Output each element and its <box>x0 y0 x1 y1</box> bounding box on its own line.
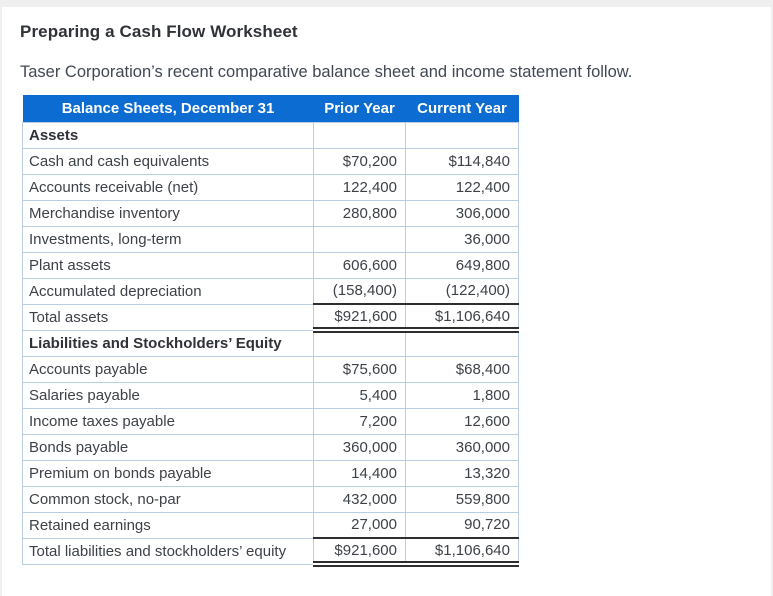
current-year-value <box>405 121 519 149</box>
row-label: Total assets <box>22 303 314 331</box>
table-row: Salaries payable 5,400 1,800 <box>22 381 519 409</box>
row-label: Accumulated depreciation <box>22 277 314 305</box>
page-edge-left <box>0 0 2 596</box>
row-label: Cash and cash equivalents <box>22 147 314 175</box>
current-year-value: 306,000 <box>405 199 519 227</box>
current-year-value: 90,720 <box>405 511 519 539</box>
prior-year-value: (158,400) <box>313 277 406 305</box>
prior-year-value: 280,800 <box>313 199 406 227</box>
table-row: Plant assets 606,600 649,800 <box>22 251 519 279</box>
prior-year-value: $921,600 <box>313 537 406 567</box>
table-header-row: Balance Sheets, December 31 Prior Year C… <box>22 95 519 122</box>
prior-year-value: 360,000 <box>313 433 406 461</box>
prior-year-value: 606,600 <box>313 251 406 279</box>
current-year-value: 122,400 <box>405 173 519 201</box>
row-label: Salaries payable <box>22 381 314 409</box>
row-label: Retained earnings <box>22 511 314 539</box>
row-label: Common stock, no-par <box>22 485 314 513</box>
page-edge-right <box>771 0 773 596</box>
current-year-value: 1,800 <box>405 381 519 409</box>
column-header-current-year: Current Year <box>405 95 519 122</box>
table-row: Total liabilities and stockholders’ equi… <box>22 537 519 567</box>
row-label: Accounts payable <box>22 355 314 383</box>
column-header-prior-year: Prior Year <box>313 95 406 122</box>
table-row: Accounts receivable (net) 122,400 122,400 <box>22 173 519 201</box>
row-label: Income taxes payable <box>22 407 314 435</box>
page-title: Preparing a Cash Flow Worksheet <box>20 22 298 41</box>
prior-year-value <box>313 121 406 149</box>
row-label: Accounts receivable (net) <box>22 173 314 201</box>
prior-year-value: $75,600 <box>313 355 406 383</box>
table-row: Accounts payable $75,600 $68,400 <box>22 355 519 383</box>
table-row: Common stock, no-par 432,000 559,800 <box>22 485 519 513</box>
current-year-value: $1,106,640 <box>405 537 519 567</box>
column-header-balance-sheets: Balance Sheets, December 31 <box>22 95 314 122</box>
table-row: Bonds payable 360,000 360,000 <box>22 433 519 461</box>
current-year-value: 559,800 <box>405 485 519 513</box>
prior-year-value: 432,000 <box>313 485 406 513</box>
row-label: Liabilities and Stockholders’ Equity <box>22 329 314 357</box>
current-year-value: 13,320 <box>405 459 519 487</box>
table-row: Premium on bonds payable 14,400 13,320 <box>22 459 519 487</box>
row-label: Plant assets <box>22 251 314 279</box>
row-label: Total liabilities and stockholders’ equi… <box>22 537 314 565</box>
current-year-value: 649,800 <box>405 251 519 279</box>
current-year-value: 12,600 <box>405 407 519 435</box>
table-row: Accumulated depreciation (158,400) (122,40… <box>22 277 519 305</box>
prior-year-value: 122,400 <box>313 173 406 201</box>
content-area: Preparing a Cash Flow Worksheet Taser Co… <box>20 7 632 567</box>
prior-year-value: $70,200 <box>313 147 406 175</box>
prior-year-value <box>313 329 406 357</box>
row-label: Assets <box>22 121 314 149</box>
current-year-value: (122,400) <box>405 277 519 305</box>
table-row: Liabilities and Stockholders’ Equity <box>22 329 519 357</box>
table-row: Investments, long-term 36,000 <box>22 225 519 253</box>
current-year-value: 360,000 <box>405 433 519 461</box>
row-label: Bonds payable <box>22 433 314 461</box>
table-row: Assets <box>22 121 519 149</box>
current-year-value <box>405 329 519 357</box>
current-year-value: $1,106,640 <box>405 303 519 333</box>
table-row: Merchandise inventory 280,800 306,000 <box>22 199 519 227</box>
table-row: Income taxes payable 7,200 12,600 <box>22 407 519 435</box>
row-label: Merchandise inventory <box>22 199 314 227</box>
table-row: Cash and cash equivalents $70,200 $114,840 <box>22 147 519 175</box>
table-row: Retained earnings 27,000 90,720 <box>22 511 519 539</box>
current-year-value: $68,400 <box>405 355 519 383</box>
intro-text: Taser Corporation’s recent comparative b… <box>20 63 633 81</box>
table-body: Assets Cash and cash equivalents $70,200 $1… <box>22 121 519 567</box>
table-row: Total assets $921,600 $1,106,640 <box>22 303 519 333</box>
prior-year-value: 7,200 <box>313 407 406 435</box>
page-edge-top <box>0 0 773 7</box>
row-label: Premium on bonds payable <box>22 459 314 487</box>
prior-year-value: $921,600 <box>313 303 406 333</box>
prior-year-value: 27,000 <box>313 511 406 539</box>
prior-year-value <box>313 225 406 253</box>
balance-sheet-table: Balance Sheets, December 31 Prior Year C… <box>22 95 519 567</box>
current-year-value: $114,840 <box>405 147 519 175</box>
current-year-value: 36,000 <box>405 225 519 253</box>
prior-year-value: 14,400 <box>313 459 406 487</box>
row-label: Investments, long-term <box>22 225 314 253</box>
prior-year-value: 5,400 <box>313 381 406 409</box>
